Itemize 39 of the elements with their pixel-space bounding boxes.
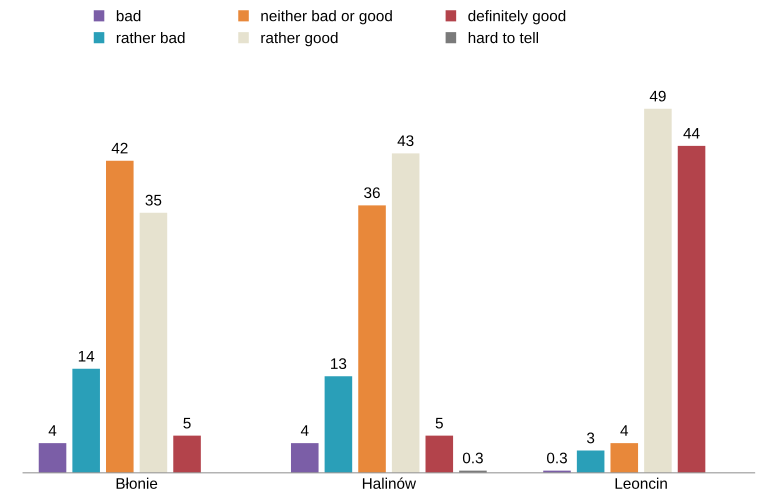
bar [358, 205, 386, 473]
data-label: 4 [48, 425, 56, 436]
x-tick-label: Błonie [116, 478, 158, 489]
data-label: 5 [436, 418, 443, 428]
bar [392, 153, 420, 473]
bar [173, 436, 201, 473]
legend-label: bad [116, 10, 140, 22]
data-label: 42 [112, 142, 128, 154]
bar [324, 376, 352, 473]
data-label: 4 [620, 425, 628, 436]
data-label: 36 [364, 187, 380, 198]
legend-label: definitely good [468, 10, 566, 24]
data-label: 0.3 [546, 452, 567, 464]
bar [38, 443, 66, 473]
data-label: 35 [146, 194, 162, 206]
x-tick-label: Leoncin [616, 478, 667, 489]
data-label: 13 [331, 358, 346, 370]
data-label: 5 [183, 418, 191, 428]
data-label: 49 [650, 90, 666, 102]
bar [678, 146, 706, 473]
legend-label: rather bad [116, 32, 184, 44]
bar [72, 368, 100, 473]
bar [290, 443, 319, 473]
bar [610, 443, 638, 473]
bar [106, 160, 134, 473]
legend-label: neither bad or good [261, 10, 392, 24]
data-label: 44 [683, 128, 700, 139]
legend-label: rather good [261, 32, 338, 46]
data-label: 43 [398, 135, 414, 146]
data-label: 0.3 [462, 452, 483, 464]
legend-label: hard to tell [468, 32, 538, 44]
x-tick-label: Halinów [362, 478, 416, 489]
bar [140, 212, 168, 473]
bar [576, 450, 604, 473]
bar [644, 108, 672, 473]
data-label: 14 [78, 350, 94, 362]
data-label: 3 [586, 432, 594, 444]
bar [426, 436, 454, 473]
data-label: 4 [300, 425, 309, 436]
